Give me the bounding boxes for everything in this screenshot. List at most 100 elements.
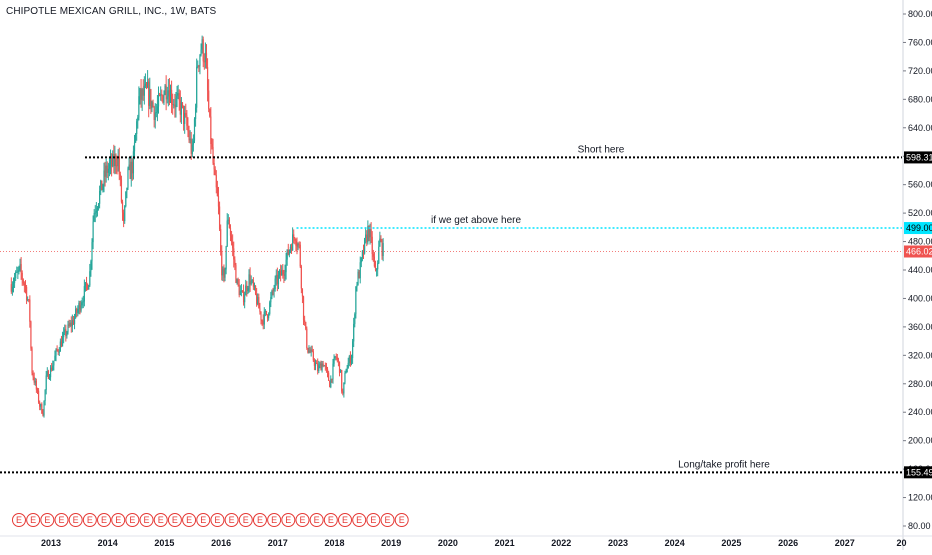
earnings-marker[interactable]	[40, 513, 55, 527]
earnings-marker-label: E	[200, 515, 206, 525]
earnings-marker[interactable]	[380, 513, 395, 527]
candle-body	[73, 317, 76, 325]
candle-body	[144, 83, 147, 86]
candle-body	[338, 361, 341, 373]
candle-body	[369, 229, 371, 238]
earnings-marker[interactable]	[153, 513, 168, 527]
earnings-marker[interactable]	[125, 513, 140, 527]
level-note-long: Long/take profit here	[678, 459, 770, 470]
candle-body	[374, 266, 377, 270]
earnings-marker[interactable]	[323, 513, 338, 527]
candle-body	[125, 191, 127, 207]
candle-body	[337, 359, 340, 362]
candle-body	[161, 94, 163, 96]
candle-body	[209, 108, 211, 117]
earnings-marker[interactable]	[54, 513, 69, 527]
candle-body	[92, 221, 94, 243]
candle-body	[353, 323, 355, 342]
earnings-marker[interactable]	[295, 513, 310, 527]
earnings-marker[interactable]	[309, 513, 324, 527]
earnings-marker-label: E	[370, 515, 376, 525]
candle-body	[200, 49, 202, 56]
candle-body	[107, 168, 109, 173]
candle-body	[55, 349, 57, 356]
candle-body	[129, 164, 131, 179]
earnings-marker[interactable]	[352, 513, 367, 527]
earnings-marker[interactable]	[394, 513, 409, 527]
candle-body	[194, 107, 197, 120]
candle-body	[275, 274, 277, 279]
candle-body	[47, 371, 49, 379]
candle-body	[85, 282, 88, 285]
candle-body	[346, 368, 348, 373]
candle-body	[145, 83, 148, 88]
candle-body	[307, 347, 309, 353]
earnings-marker[interactable]	[11, 513, 26, 527]
y-tick-label: 320.00	[908, 350, 932, 360]
candle-body	[131, 161, 133, 174]
candle-body	[23, 283, 25, 286]
candle-body	[170, 89, 173, 105]
y-tick-label: 680.00	[908, 94, 932, 104]
x-tick-label: 2013	[41, 538, 61, 548]
earnings-marker[interactable]	[210, 513, 225, 527]
level-tag-long	[904, 466, 932, 479]
earnings-marker[interactable]	[68, 513, 83, 527]
candle-body	[345, 372, 347, 374]
candle-body	[97, 203, 100, 209]
candle-body	[57, 350, 59, 352]
candle-body	[61, 337, 64, 347]
candle-body	[258, 297, 260, 309]
earnings-marker[interactable]	[196, 513, 211, 527]
candle-body	[215, 175, 217, 188]
candle-body	[142, 89, 144, 96]
candle-body	[71, 320, 73, 327]
earnings-marker[interactable]	[182, 513, 197, 527]
candle-body	[356, 284, 358, 287]
candle-body	[334, 356, 336, 359]
candle-body	[254, 285, 257, 294]
y-tick-label: 280.00	[908, 379, 932, 389]
earnings-marker[interactable]	[82, 513, 97, 527]
candle-body	[160, 94, 162, 96]
earnings-marker[interactable]	[338, 513, 353, 527]
candle-body	[318, 365, 320, 371]
candle-body	[117, 156, 119, 166]
candle-body	[36, 389, 39, 391]
earnings-marker[interactable]	[281, 513, 296, 527]
candle-body	[274, 278, 276, 289]
earnings-marker[interactable]	[139, 513, 154, 527]
earnings-marker[interactable]	[252, 513, 267, 527]
x-tick-label: 2016	[211, 538, 231, 548]
earnings-marker[interactable]	[366, 513, 381, 527]
candle-body	[239, 290, 241, 296]
candle-body	[371, 236, 373, 255]
earnings-marker[interactable]	[167, 513, 182, 527]
earnings-marker[interactable]	[97, 513, 112, 527]
candle-body	[80, 305, 82, 311]
candle-body	[136, 121, 138, 135]
candle-body	[285, 259, 287, 273]
candle-body	[190, 138, 192, 154]
candle-body	[237, 279, 239, 285]
candle-body	[108, 164, 111, 169]
candle-body	[150, 89, 152, 109]
earnings-marker[interactable]	[238, 513, 253, 527]
candle-body	[331, 378, 333, 380]
earnings-marker[interactable]	[224, 513, 239, 527]
earnings-marker[interactable]	[111, 513, 126, 527]
earnings-marker[interactable]	[267, 513, 282, 527]
candle-body	[45, 375, 47, 390]
earnings-marker[interactable]	[26, 513, 41, 527]
candle-body	[272, 290, 274, 292]
earnings-marker-label: E	[243, 515, 249, 525]
candle-body	[350, 358, 353, 364]
candle-body	[216, 187, 218, 197]
candle-body	[56, 349, 58, 351]
candle-body	[283, 274, 285, 276]
candle-body	[178, 93, 180, 101]
candle-body	[223, 268, 225, 278]
